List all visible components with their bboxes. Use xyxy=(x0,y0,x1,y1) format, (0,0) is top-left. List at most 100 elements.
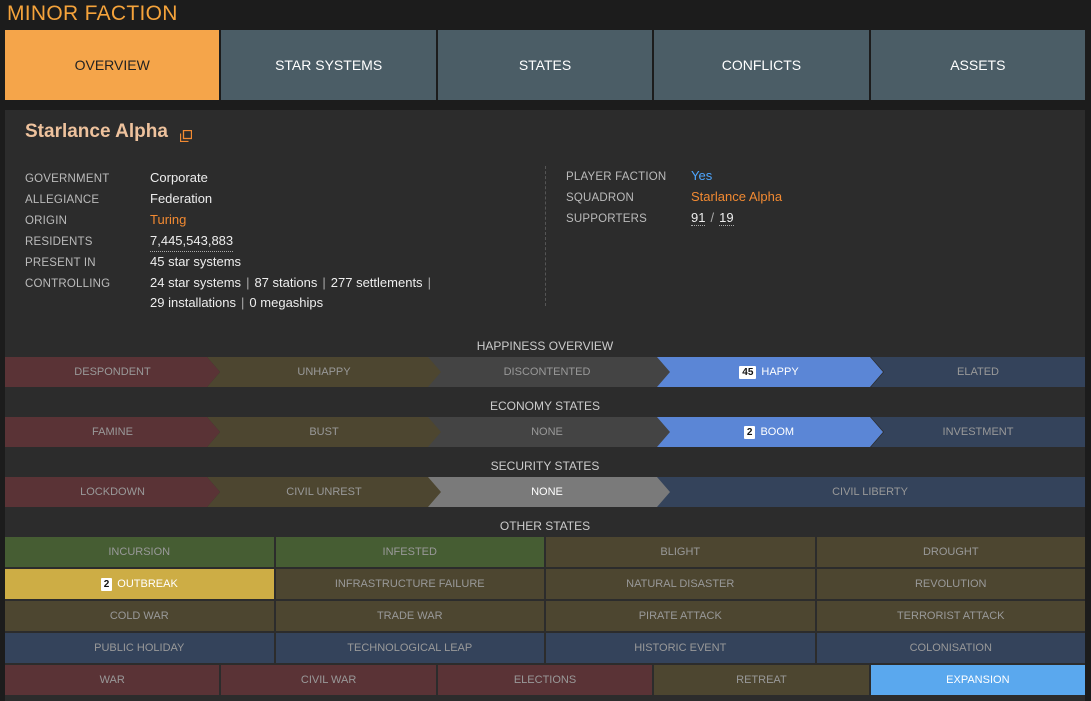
controlled-stations-count: 87 xyxy=(254,275,269,290)
security-bar: LOCKDOWN CIVIL UNREST NONE CIVIL LIBERTY xyxy=(5,477,1085,507)
other-state-revolution[interactable]: REVOLUTION xyxy=(816,569,1085,599)
security-state-civil-liberty[interactable]: CIVIL LIBERTY xyxy=(655,477,1085,507)
other-state-trade-war[interactable]: TRADE WAR xyxy=(275,601,544,631)
allegiance-value: Federation xyxy=(150,191,213,206)
other-state-terrorist-attack[interactable]: TERRORIST ATTACK xyxy=(816,601,1085,631)
other-state-technological-leap[interactable]: TECHNOLOGICAL LEAP xyxy=(275,633,544,663)
tab-star-systems[interactable]: STAR SYSTEMS xyxy=(221,30,436,100)
supporters-separator: / xyxy=(710,210,715,225)
controlled-installations-count: 29 xyxy=(150,295,165,310)
tab-overview[interactable]: OVERVIEW xyxy=(5,30,220,100)
other-state-incursion[interactable]: INCURSION xyxy=(5,537,274,567)
other-state-outbreak[interactable]: 2 OUTBREAK xyxy=(5,569,274,599)
present-in-label: PRESENT IN xyxy=(25,257,96,269)
state-label: DROUGHT xyxy=(922,546,979,558)
security-state-civil-unrest[interactable]: CIVIL UNREST xyxy=(207,477,441,507)
economy-bar: FAMINE BUST NONE 2 BOOM INVESTMENT xyxy=(5,417,1085,447)
other-state-infrastructure-failure[interactable]: INFRASTRUCTURE FAILURE xyxy=(275,569,544,599)
economy-state-none[interactable]: NONE xyxy=(424,417,670,447)
economy-state-bust[interactable]: BUST xyxy=(207,417,441,447)
state-label: BUST xyxy=(309,426,339,438)
state-label: REVOLUTION xyxy=(914,578,987,590)
state-label: HISTORIC EVENT xyxy=(634,642,727,654)
other-state-blight[interactable]: BLIGHT xyxy=(546,537,815,567)
state-label: LOCKDOWN xyxy=(80,486,145,498)
present-in-unit: star systems xyxy=(168,254,242,269)
squadron-link[interactable]: Starlance Alpha xyxy=(691,189,783,204)
other-state-drought[interactable]: DROUGHT xyxy=(816,537,1085,567)
other-state-war[interactable]: WAR xyxy=(5,665,220,695)
other-state-expansion[interactable]: EXPANSION xyxy=(870,665,1086,695)
state-label: PUBLIC HOLIDAY xyxy=(94,642,185,654)
other-state-colonisation[interactable]: COLONISATION xyxy=(816,633,1085,663)
state-label: COLD WAR xyxy=(109,610,169,622)
state-label: DESPONDENT xyxy=(74,366,151,378)
other-states-grid: INCURSION INFESTED BLIGHT DROUGHT 2 OUTBREAK I… xyxy=(5,537,1086,697)
state-label: INFRASTRUCTURE FAILURE xyxy=(334,578,485,590)
economy-state-boom[interactable]: 2 BOOM xyxy=(655,417,883,447)
state-label: ELATED xyxy=(957,366,999,378)
state-label: DISCONTENTED xyxy=(503,366,591,378)
state-label: INFESTED xyxy=(382,546,437,558)
other-state-public-holiday[interactable]: PUBLIC HOLIDAY xyxy=(5,633,274,663)
state-label: PIRATE ATTACK xyxy=(638,610,722,622)
state-label: NONE xyxy=(531,486,563,498)
other-state-infested[interactable]: INFESTED xyxy=(275,537,544,567)
state-label: CIVIL UNREST xyxy=(286,486,362,498)
state-label: EXPANSION xyxy=(946,674,1010,686)
state-label: HAPPY xyxy=(761,366,799,378)
happiness-state-discontented[interactable]: DISCONTENTED xyxy=(424,357,670,387)
state-label: RETREAT xyxy=(736,674,787,686)
happiness-bar: DESPONDENT UNHAPPY DISCONTENTED 45 HAPPY ELAT… xyxy=(5,357,1085,387)
economy-state-investment[interactable]: INVESTMENT xyxy=(871,417,1085,447)
happiness-state-happy[interactable]: 45 HAPPY xyxy=(655,357,883,387)
controlling-label: CONTROLLING xyxy=(25,278,111,290)
economy-state-famine[interactable]: FAMINE xyxy=(5,417,220,447)
tab-bar: OVERVIEW STAR SYSTEMS STATES CONFLICTS A… xyxy=(5,30,1086,100)
other-state-natural-disaster[interactable]: NATURAL DISASTER xyxy=(546,569,815,599)
app-title: MINOR FACTION xyxy=(7,2,178,25)
supporters-count-b: 19 xyxy=(719,210,734,226)
origin-link[interactable]: Turing xyxy=(150,212,187,227)
state-label: INCURSION xyxy=(108,546,171,558)
happiness-state-elated[interactable]: ELATED xyxy=(871,357,1085,387)
state-label: NATURAL DISASTER xyxy=(626,578,735,590)
state-label: TRADE WAR xyxy=(376,610,443,622)
other-states-row: COLD WAR TRADE WAR PIRATE ATTACK TERRORIST … xyxy=(5,601,1085,631)
controlled-installations-label: installations xyxy=(168,295,237,310)
supporters-value: 91 / 19 xyxy=(691,208,734,229)
other-state-pirate-attack[interactable]: PIRATE ATTACK xyxy=(546,601,815,631)
state-label: OUTBREAK xyxy=(117,578,178,590)
state-label: COLONISATION xyxy=(909,642,992,654)
controlled-settlements-count: 277 xyxy=(330,275,353,290)
economy-title: ECONOMY STATES xyxy=(489,399,600,413)
other-state-elections[interactable]: ELECTIONS xyxy=(437,665,653,695)
residents-value: 7,445,543,883 xyxy=(150,231,234,252)
security-state-lockdown[interactable]: LOCKDOWN xyxy=(5,477,220,507)
state-label: ELECTIONS xyxy=(513,674,577,686)
state-label: UNHAPPY xyxy=(297,366,351,378)
government-value: Corporate xyxy=(150,170,208,185)
happiness-state-despondent[interactable]: DESPONDENT xyxy=(5,357,220,387)
state-count-badge: 45 xyxy=(739,365,757,379)
other-state-historic-event[interactable]: HISTORIC EVENT xyxy=(546,633,815,663)
faction-name: Starlance Alpha xyxy=(25,121,168,142)
present-in-count: 45 xyxy=(150,254,165,269)
tab-conflicts[interactable]: CONFLICTS xyxy=(654,30,869,100)
other-state-retreat[interactable]: RETREAT xyxy=(654,665,869,695)
other-states-row: 2 OUTBREAK INFRASTRUCTURE FAILURE NATURAL D… xyxy=(5,569,1085,599)
tab-assets[interactable]: ASSETS xyxy=(870,30,1086,100)
security-state-none[interactable]: NONE xyxy=(424,477,670,507)
other-state-civil-war[interactable]: CIVIL WAR xyxy=(221,665,436,695)
faction-info-right: PLAYER FACTION Yes SQUADRON Starlance Alph… xyxy=(545,166,782,306)
tab-states[interactable]: STATES xyxy=(437,30,653,100)
controlled-stations-label: stations xyxy=(272,275,318,290)
controlled-star-systems-label: star systems xyxy=(168,275,242,290)
external-link-icon[interactable] xyxy=(179,126,193,143)
happiness-state-unhappy[interactable]: UNHAPPY xyxy=(207,357,441,387)
other-states-row: WAR CIVIL WAR ELECTIONS RETREAT EXPANSION xyxy=(5,665,1086,695)
state-label: FAMINE xyxy=(92,426,133,438)
government-label: GOVERNMENT xyxy=(25,173,110,185)
other-state-cold-war[interactable]: COLD WAR xyxy=(5,601,274,631)
origin-label: ORIGIN xyxy=(25,215,68,227)
